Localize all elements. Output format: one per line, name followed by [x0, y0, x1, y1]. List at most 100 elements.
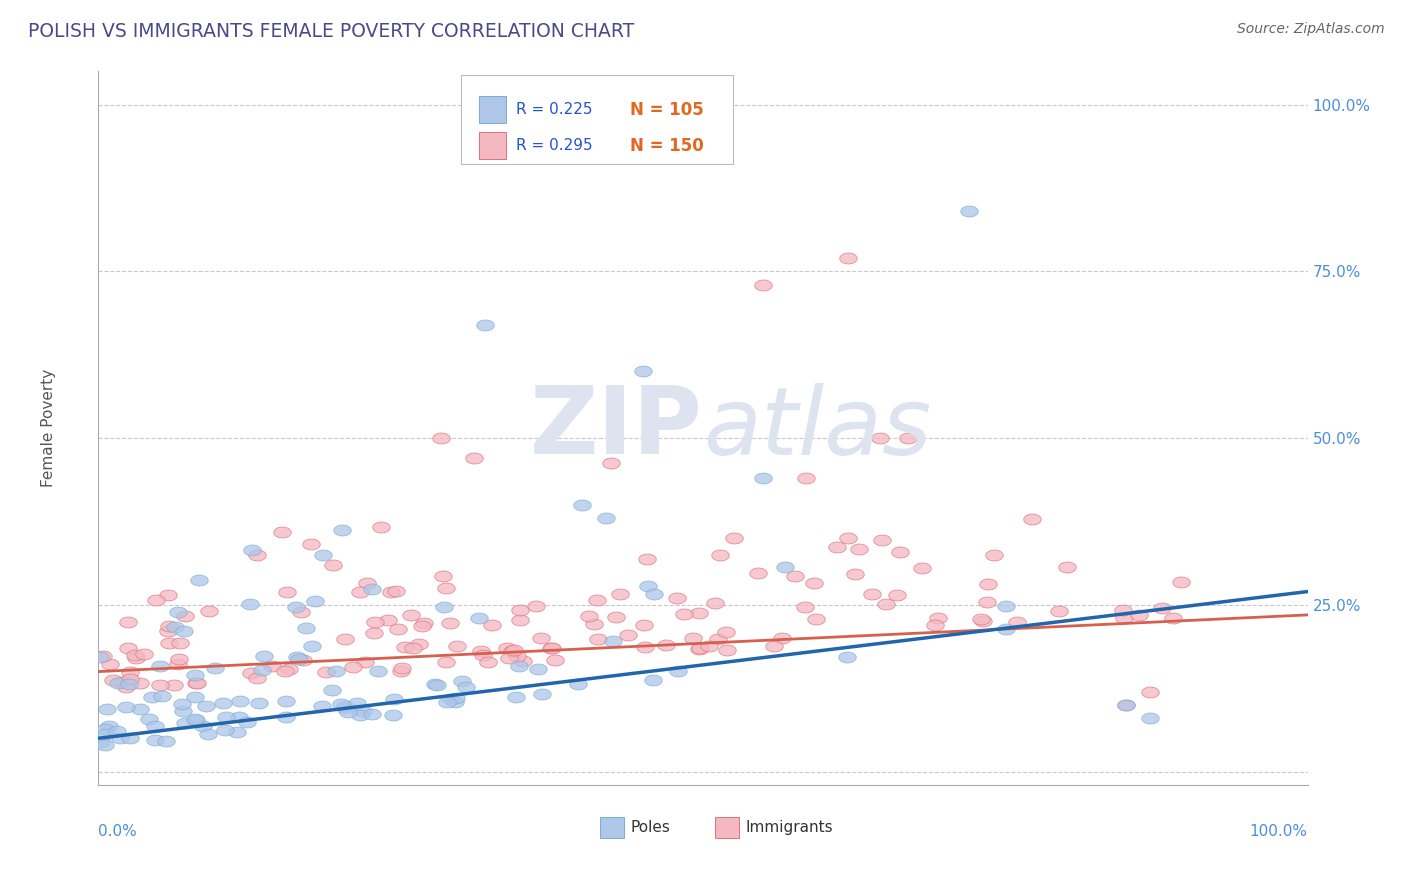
Point	[173, 715, 195, 730]
Point	[145, 719, 167, 733]
Point	[387, 622, 409, 636]
Point	[697, 639, 720, 653]
Point	[294, 621, 316, 635]
Point	[385, 583, 408, 598]
Point	[118, 665, 141, 679]
Point	[246, 548, 269, 562]
Point	[605, 610, 627, 624]
Point	[391, 661, 413, 675]
Point	[124, 648, 146, 662]
Point	[253, 648, 276, 663]
Point	[321, 682, 343, 697]
Point	[333, 699, 356, 714]
Point	[198, 604, 221, 618]
Point	[567, 677, 589, 691]
Point	[228, 694, 250, 708]
Point	[290, 605, 312, 619]
Point	[408, 637, 430, 651]
Point	[436, 695, 458, 709]
Point	[844, 567, 866, 582]
Text: N = 150: N = 150	[630, 136, 704, 155]
Point	[173, 624, 195, 639]
Point	[101, 673, 124, 687]
Point	[976, 576, 998, 591]
Point	[582, 616, 605, 631]
Point	[474, 318, 496, 332]
Point	[304, 594, 326, 608]
Point	[432, 569, 454, 583]
Point	[402, 641, 425, 656]
Point	[976, 595, 998, 609]
Point	[1047, 605, 1070, 619]
Point	[330, 523, 353, 537]
Point	[467, 610, 489, 624]
Point	[897, 431, 920, 445]
Point	[377, 613, 399, 627]
Point	[370, 520, 392, 534]
Point	[110, 675, 132, 690]
Point	[276, 584, 298, 599]
Point	[245, 671, 267, 685]
Point	[138, 712, 160, 726]
Point	[983, 548, 1005, 562]
Point	[1021, 512, 1043, 526]
Point	[1056, 560, 1078, 574]
Point	[157, 588, 180, 602]
Point	[477, 655, 499, 669]
Text: Female Poverty: Female Poverty	[41, 369, 56, 487]
Point	[260, 658, 283, 673]
Point	[91, 649, 114, 664]
Point	[184, 712, 207, 726]
Point	[723, 531, 745, 545]
Point	[688, 641, 710, 656]
Point	[689, 641, 711, 656]
Point	[957, 204, 980, 219]
Point	[970, 612, 993, 626]
Point	[1115, 698, 1137, 712]
Point	[356, 575, 378, 590]
Point	[380, 585, 402, 599]
Point	[288, 651, 311, 665]
Point	[360, 706, 382, 721]
Point	[186, 713, 208, 727]
Point	[1161, 610, 1184, 624]
Point	[655, 638, 678, 652]
Point	[707, 632, 730, 646]
Bar	[479, 96, 506, 123]
Point	[167, 606, 190, 620]
Text: ZIP: ZIP	[530, 382, 703, 475]
Point	[1128, 607, 1150, 622]
Point	[1170, 575, 1192, 590]
Point	[239, 597, 262, 611]
Point	[512, 654, 534, 668]
Point	[446, 639, 468, 653]
Point	[333, 701, 356, 715]
Point	[125, 651, 148, 665]
Point	[848, 542, 870, 557]
Text: Source: ZipAtlas.com: Source: ZipAtlas.com	[1237, 22, 1385, 37]
Point	[401, 607, 423, 622]
Point	[188, 574, 211, 588]
Point	[292, 653, 315, 667]
Text: POLISH VS IMMIGRANTS FEMALE POVERTY CORRELATION CHART: POLISH VS IMMIGRANTS FEMALE POVERTY CORR…	[28, 22, 634, 41]
Point	[540, 640, 562, 655]
Point	[524, 599, 547, 614]
Point	[672, 607, 695, 621]
Bar	[716, 817, 740, 838]
Point	[157, 619, 180, 633]
Point	[994, 599, 1017, 614]
Point	[688, 606, 710, 620]
Point	[367, 665, 389, 679]
Point	[247, 696, 270, 710]
Point	[157, 636, 180, 650]
Point	[226, 724, 249, 739]
Point	[143, 733, 166, 747]
Point	[117, 640, 139, 655]
Point	[353, 655, 375, 669]
Point	[794, 599, 817, 614]
Point	[299, 536, 322, 550]
Point	[285, 650, 308, 665]
Bar	[479, 132, 506, 160]
Point	[89, 650, 111, 665]
Point	[886, 588, 908, 602]
